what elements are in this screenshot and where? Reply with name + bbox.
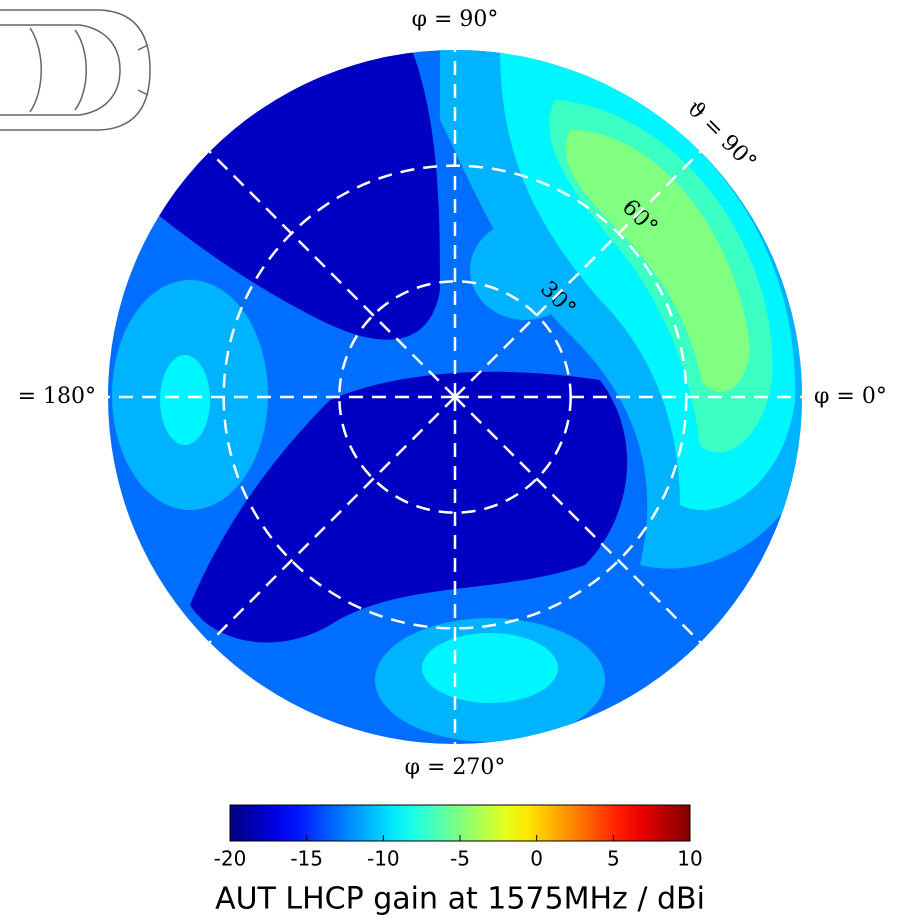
phi-label: φ = 90° bbox=[412, 7, 499, 32]
phi-label: φ = 0° bbox=[814, 384, 887, 409]
spoke bbox=[208, 150, 456, 398]
spoke bbox=[208, 396, 456, 644]
colorbar-tick-label: -10 bbox=[367, 847, 400, 871]
colorbar-label: AUT LHCP gain at 1575MHz / dBi bbox=[215, 882, 705, 917]
colorbar-tick-label: -15 bbox=[290, 847, 323, 871]
car-icon bbox=[0, 9, 151, 131]
contour-region bbox=[160, 355, 210, 445]
contour-field bbox=[108, 50, 802, 744]
colorbar-tick-label: 10 bbox=[677, 847, 702, 871]
contour-region bbox=[140, 50, 440, 340]
contour-region bbox=[422, 633, 558, 703]
contour-region bbox=[565, 130, 750, 392]
colorbar-tick-label: -20 bbox=[214, 847, 247, 871]
colorbar-tick-label: -5 bbox=[450, 847, 470, 871]
phi-label: = 180° bbox=[18, 384, 96, 409]
colorbar-tick-label: 0 bbox=[530, 847, 543, 871]
contour-region bbox=[190, 371, 628, 643]
phi-label: φ = 270° bbox=[405, 755, 506, 780]
colorbar-tick-label: 5 bbox=[607, 847, 620, 871]
spoke bbox=[454, 150, 702, 398]
spoke bbox=[454, 396, 702, 644]
